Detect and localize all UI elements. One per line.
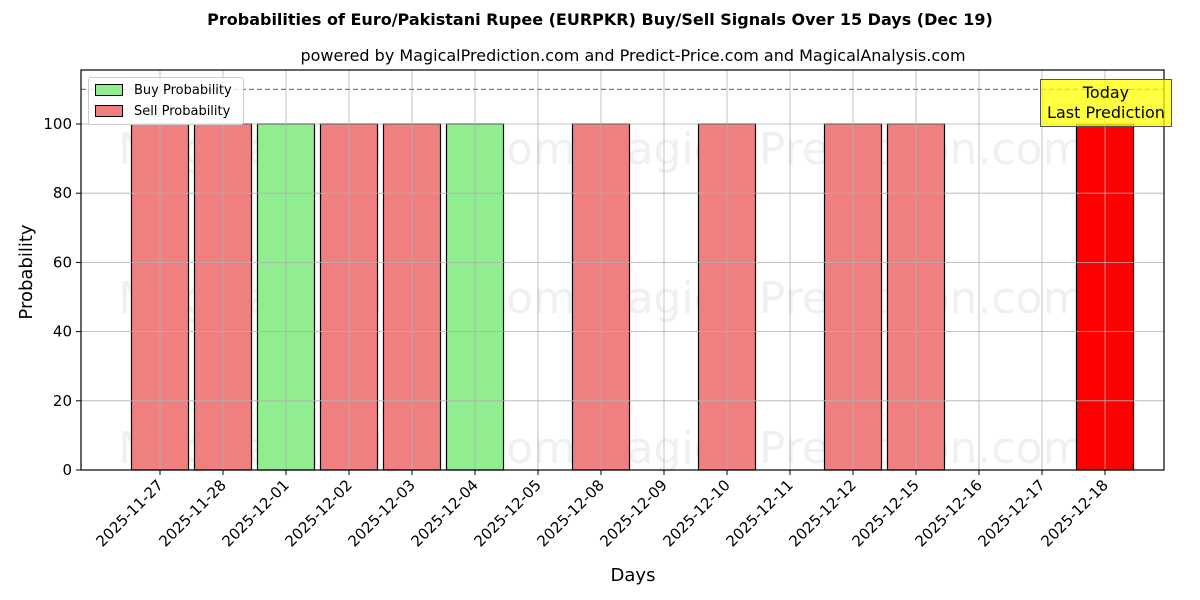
legend-label-sell: Sell Probability xyxy=(134,103,231,119)
today-annotation: Today Last Prediction xyxy=(1040,79,1172,127)
x-tick-label: 2025-12-18 xyxy=(1037,476,1111,550)
chart-subtitle: powered by MagicalPrediction.com and Pre… xyxy=(300,46,966,65)
y-tick-label: 80 xyxy=(53,184,72,202)
legend-swatch-sell xyxy=(95,105,123,117)
y-tick-label: 100 xyxy=(43,115,72,133)
annotation-line-1: Today xyxy=(1082,83,1130,102)
legend: Buy Probability Sell Probability xyxy=(88,77,244,125)
y-tick-label: 40 xyxy=(53,323,72,341)
legend-item-sell: Sell Probability xyxy=(95,103,230,119)
legend-swatch-buy xyxy=(95,84,123,96)
chart-title: Probabilities of Euro/Pakistani Rupee (E… xyxy=(207,10,993,29)
plot-frame xyxy=(80,69,1165,471)
y-tick-label: 20 xyxy=(53,392,72,410)
x-axis-label: Days xyxy=(611,565,656,586)
legend-item-buy: Buy Probability xyxy=(95,82,232,98)
annotation-line-2: Last Prediction xyxy=(1047,103,1165,122)
y-tick-label: 0 xyxy=(62,461,72,479)
y-axis-label: Probability xyxy=(16,224,37,319)
y-tick-label: 60 xyxy=(53,253,72,271)
legend-label-buy: Buy Probability xyxy=(134,82,232,98)
